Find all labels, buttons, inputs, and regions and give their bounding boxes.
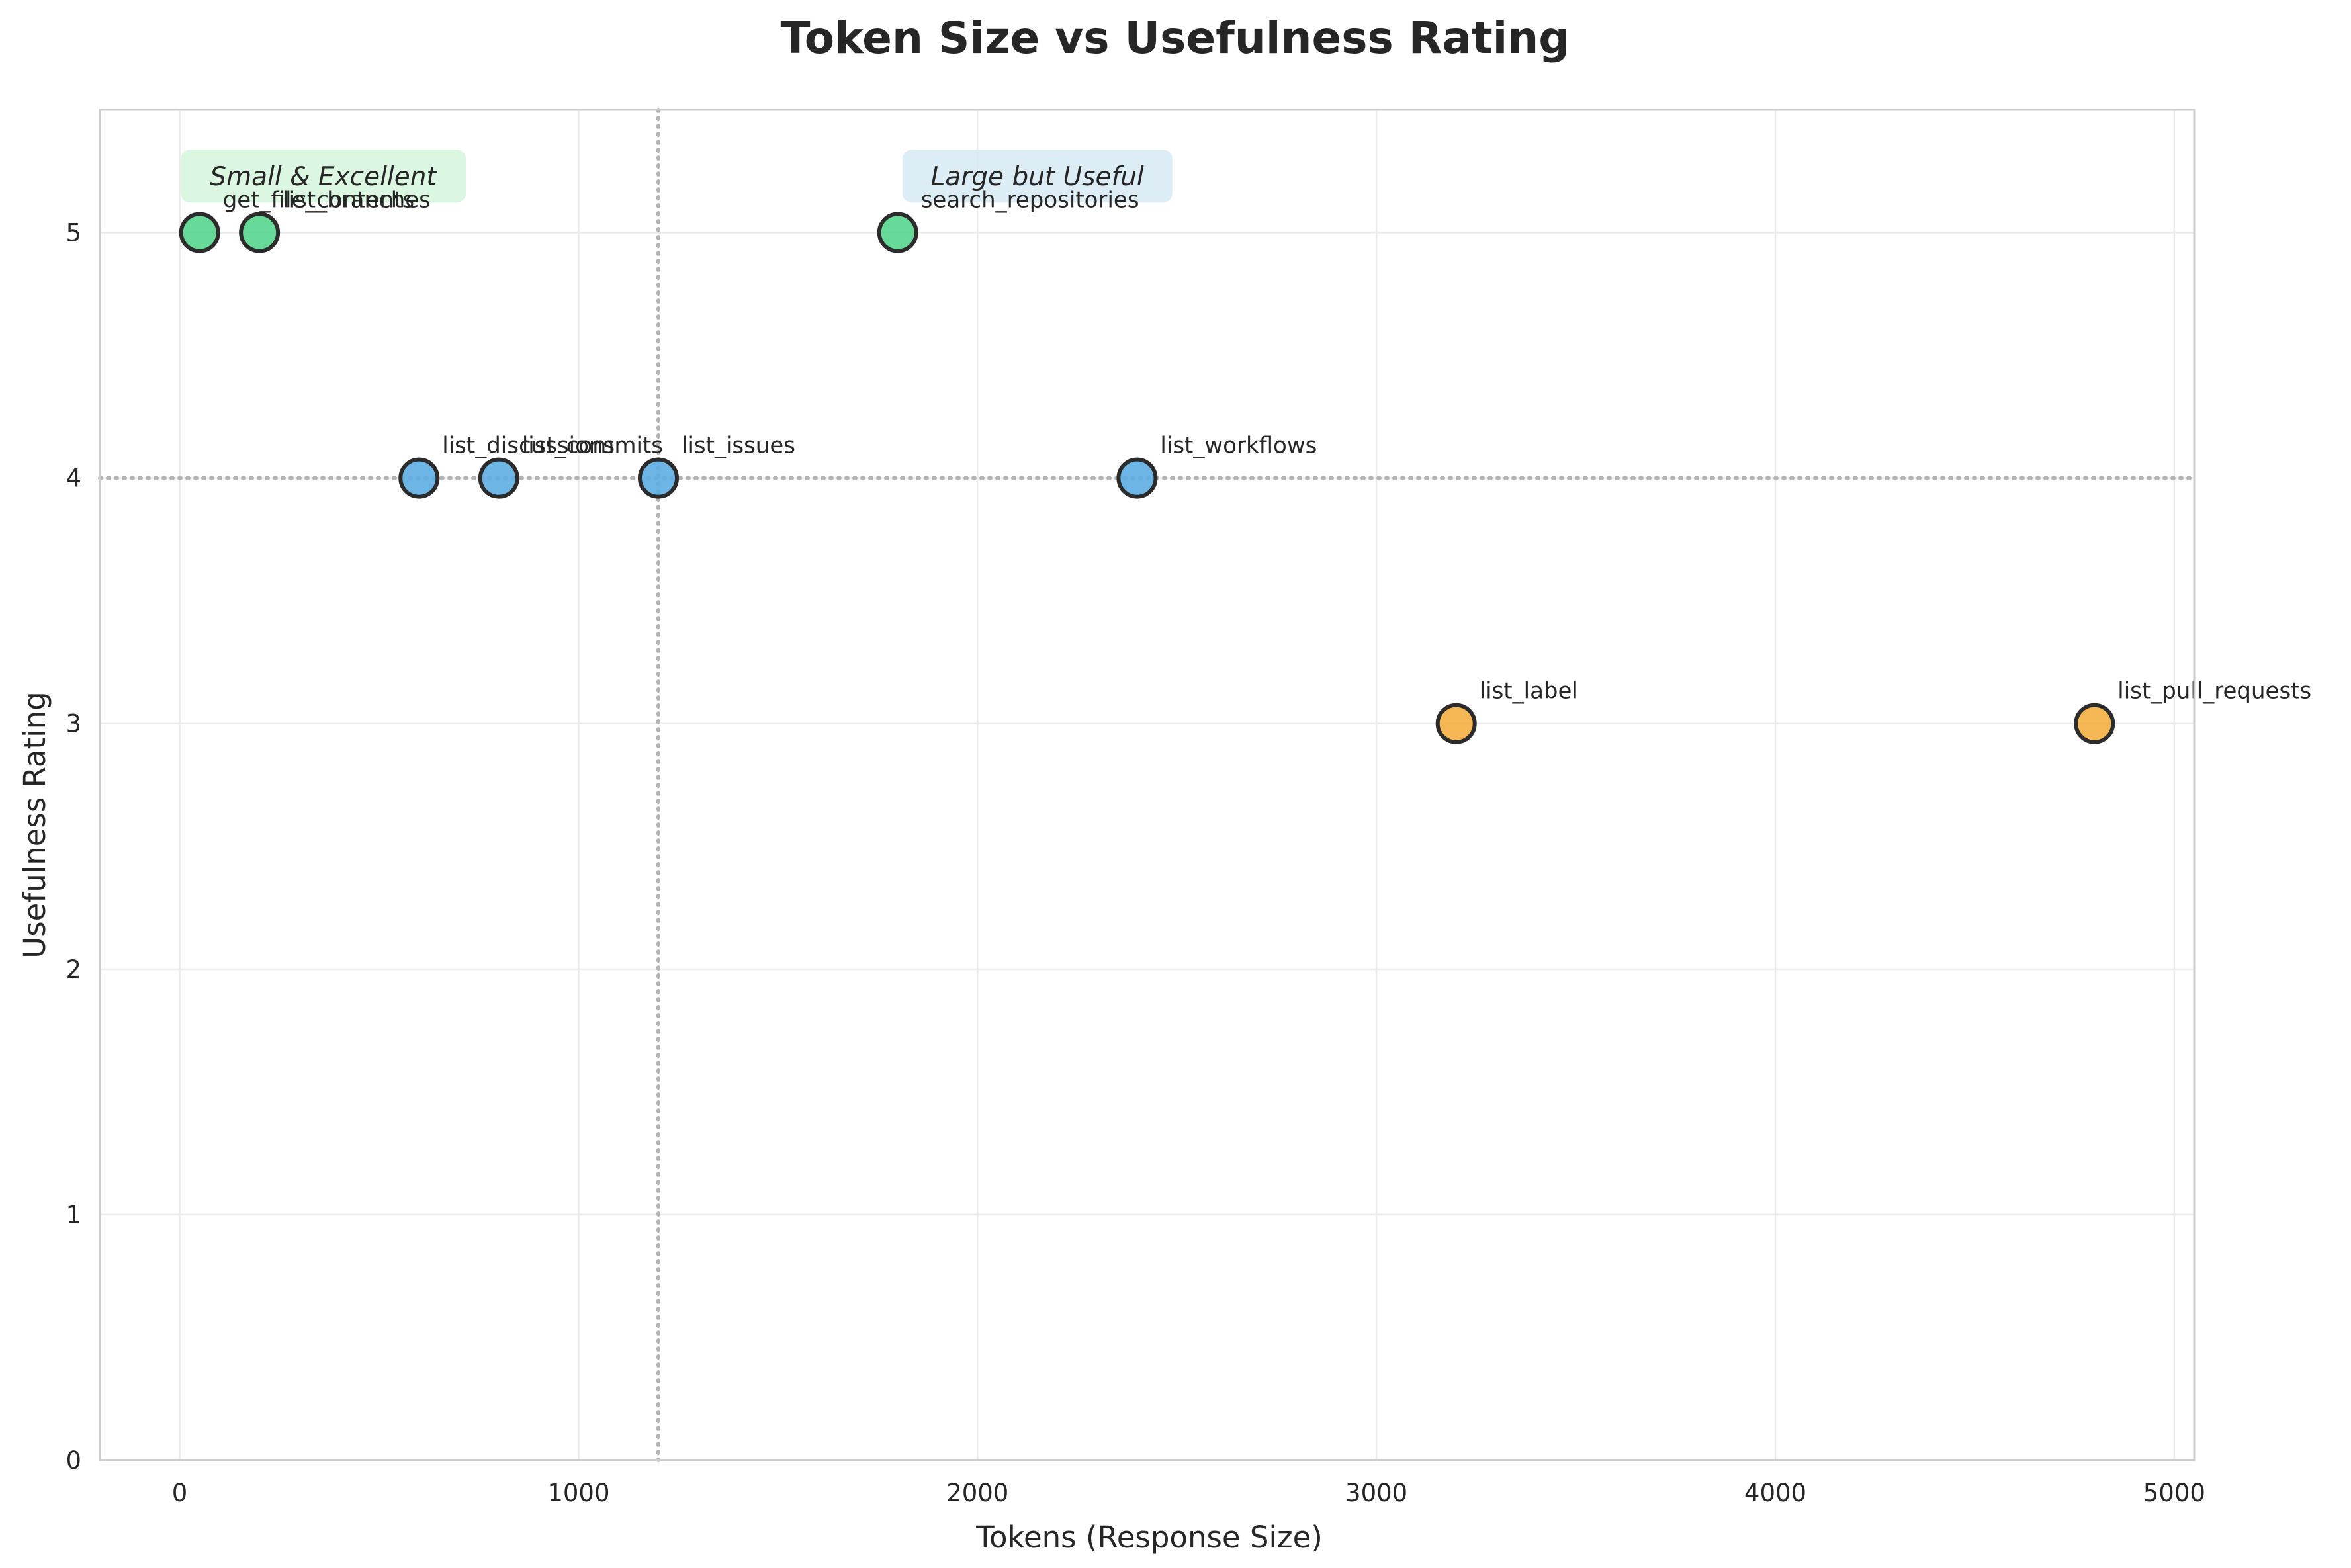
y-tick-label: 0 [66, 1446, 81, 1475]
annotation-box [181, 150, 466, 203]
x-tick-label: 0 [172, 1479, 188, 1507]
annotation-box [902, 150, 1173, 203]
point-label: list_commits [522, 433, 663, 459]
reference-lines [98, 108, 2196, 1462]
plot-frame [99, 109, 2196, 1461]
y-tick-label: 4 [66, 464, 81, 493]
y-tick-label: 3 [66, 710, 81, 738]
x-axis-label: Tokens (Response Size) [975, 1520, 1323, 1555]
y-tick-label: 2 [66, 955, 81, 984]
y-axis-label: Usefulness Rating [17, 691, 52, 958]
data-point [2074, 703, 2115, 744]
annotation-label: Large but Useful [931, 162, 1144, 192]
point-label: list_label [1480, 678, 1578, 705]
data-point [239, 212, 281, 253]
point-label: list_pull_requests [2117, 678, 2311, 705]
data-point [638, 457, 679, 499]
point-label: search_repositories [921, 187, 1139, 214]
point-label: list_discussions [442, 433, 615, 459]
data-point [877, 212, 918, 253]
annotation-label: Small & Excellent [210, 162, 437, 192]
axis-ticks: 0 1000 2000 3000 4000 5000 0 1 2 3 4 5 [66, 219, 2205, 1507]
chart-title: Token Size vs Usefulness Rating [780, 13, 1570, 64]
point-label: list_workflows [1160, 433, 1317, 459]
data-point [179, 212, 220, 253]
point-label: list_issues [682, 433, 795, 459]
x-tick-label: 1000 [547, 1479, 609, 1507]
data-point [1116, 457, 1158, 499]
data-point [1435, 703, 1477, 744]
data-point [478, 457, 519, 499]
x-tick-label: 3000 [1345, 1479, 1407, 1507]
annotations: Small & Excellent Large but Useful [181, 150, 1173, 203]
data-points [179, 212, 2115, 744]
x-tick-label: 2000 [946, 1479, 1008, 1507]
point-label: get_file_contents [223, 187, 415, 214]
grid-lines [100, 110, 2194, 1461]
point-label: list_branches [283, 187, 431, 214]
data-point [398, 457, 440, 499]
y-tick-label: 5 [66, 219, 81, 247]
x-tick-label: 4000 [1744, 1479, 1806, 1507]
y-tick-label: 1 [66, 1201, 81, 1229]
x-tick-label: 5000 [2143, 1479, 2205, 1507]
